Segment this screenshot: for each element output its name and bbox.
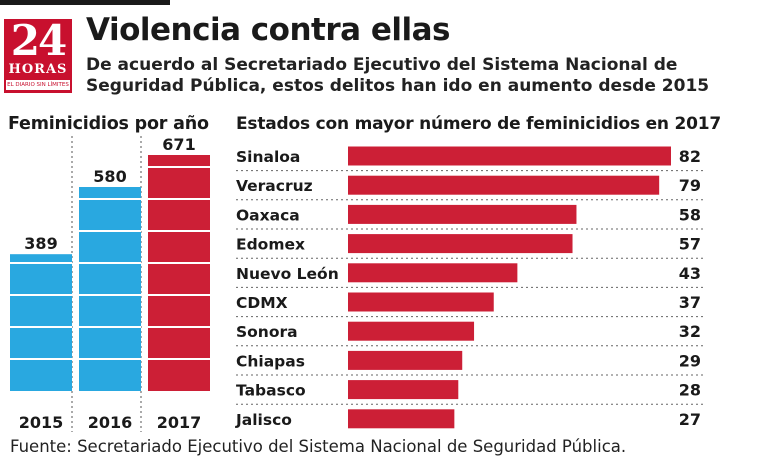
state-bar bbox=[348, 204, 577, 224]
state-bar bbox=[348, 292, 494, 312]
logo-word: HORAS bbox=[8, 62, 68, 77]
yearly-bar-chart: 389 2015 580 2016 671 2017 bbox=[10, 135, 210, 432]
state-value-label: 27 bbox=[679, 410, 701, 429]
state-value-label: 58 bbox=[679, 205, 701, 224]
state-label: Sinaloa bbox=[236, 148, 300, 166]
state-label: Jalisco bbox=[235, 411, 292, 429]
brand-logo: 24 HORAS EL DIARIO SIN LÍMITES bbox=[4, 19, 72, 93]
state-label: Tabasco bbox=[236, 382, 306, 400]
state-bar bbox=[348, 263, 518, 283]
state-bar bbox=[348, 409, 455, 429]
state-label: Edomex bbox=[236, 236, 305, 254]
year-label-2017: 2017 bbox=[157, 413, 202, 432]
bar-2016 bbox=[79, 187, 141, 391]
state-label: Sonora bbox=[236, 323, 298, 341]
source-note: Fuente: Secretariado Ejecutivo del Siste… bbox=[10, 437, 627, 456]
state-bar bbox=[348, 350, 463, 370]
bar-2015 bbox=[10, 254, 72, 391]
top-rule bbox=[0, 0, 170, 5]
state-bar bbox=[348, 380, 459, 400]
state-bar bbox=[348, 321, 475, 341]
state-label: CDMX bbox=[236, 294, 288, 312]
bar-2017 bbox=[148, 155, 210, 391]
state-label: Chiapas bbox=[236, 352, 305, 370]
states-bar-chart: Sinaloa 82 Veracruz 79 Oaxaca 58 Edomex 57 Nuevo… bbox=[235, 146, 704, 429]
state-value-label: 57 bbox=[679, 235, 701, 254]
state-value-label: 37 bbox=[679, 293, 701, 312]
value-label-2015: 389 bbox=[24, 234, 57, 253]
yearly-chart-title: Feminicidios por año bbox=[8, 114, 209, 134]
state-value-label: 82 bbox=[679, 147, 701, 166]
page-subtitle: De acuerdo al Secretariado Ejecutivo del… bbox=[86, 55, 710, 96]
state-value-label: 79 bbox=[679, 176, 701, 195]
page-title: Violencia contra ellas bbox=[86, 12, 451, 48]
states-chart-title: Estados con mayor número de feminicidios… bbox=[236, 114, 722, 134]
state-value-label: 29 bbox=[679, 351, 701, 370]
state-value-label: 28 bbox=[679, 381, 701, 400]
state-bar bbox=[348, 234, 573, 254]
state-value-label: 32 bbox=[679, 322, 701, 341]
state-bar bbox=[348, 175, 660, 195]
logo-number: 24 bbox=[10, 19, 67, 65]
state-bar bbox=[348, 146, 671, 166]
value-label-2016: 580 bbox=[93, 167, 126, 186]
state-label: Nuevo León bbox=[236, 265, 339, 283]
year-label-2016: 2016 bbox=[88, 413, 133, 432]
state-value-label: 43 bbox=[679, 264, 701, 283]
state-label: Veracruz bbox=[236, 177, 313, 195]
state-label: Oaxaca bbox=[236, 206, 300, 224]
value-label-2017: 671 bbox=[162, 135, 195, 154]
logo-tagline: EL DIARIO SIN LÍMITES bbox=[6, 80, 70, 90]
year-label-2015: 2015 bbox=[19, 413, 64, 432]
